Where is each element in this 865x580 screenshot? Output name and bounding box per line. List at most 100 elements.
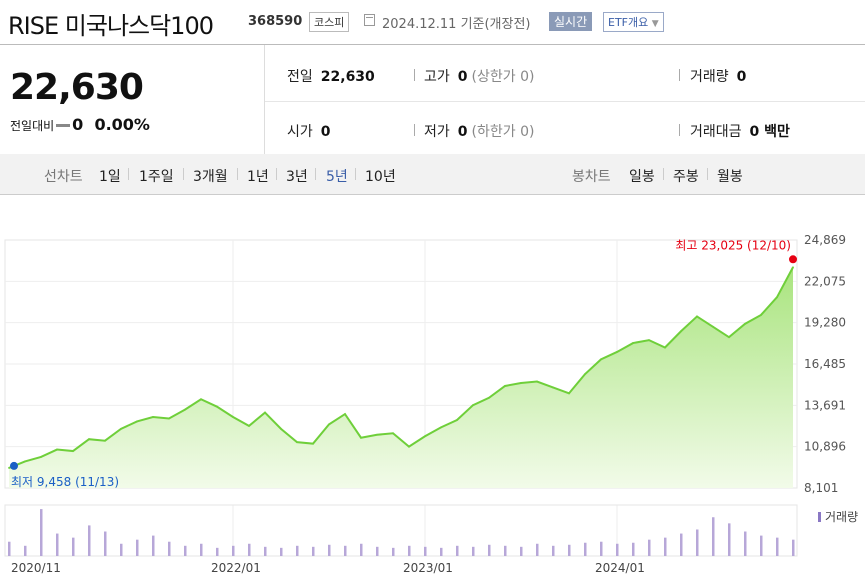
y-tick-label: 24,869 bbox=[804, 233, 846, 247]
calendar-icon bbox=[364, 14, 375, 26]
prev-close-label: 전일 bbox=[287, 69, 313, 85]
y-tick-label: 10,896 bbox=[804, 440, 846, 454]
volume-bar bbox=[168, 541, 171, 556]
volume-bar bbox=[520, 546, 523, 556]
volume-bar bbox=[200, 543, 203, 556]
volume-bar bbox=[712, 517, 715, 556]
x-tick-label: 2020/11 bbox=[11, 561, 61, 575]
data-point bbox=[344, 413, 346, 415]
volume-bar bbox=[696, 529, 699, 556]
divider bbox=[265, 101, 865, 102]
tab-monthly[interactable]: 월봉 bbox=[717, 169, 743, 185]
data-point bbox=[136, 420, 138, 423]
volume-bar bbox=[360, 543, 363, 556]
volume-bar bbox=[680, 533, 683, 556]
max-label: 최고 23,025 (12/10) bbox=[675, 238, 791, 252]
data-point bbox=[568, 392, 570, 395]
data-point bbox=[744, 322, 746, 325]
data-point bbox=[40, 456, 42, 458]
candle-chart-label: 봉차트 bbox=[572, 169, 611, 185]
volume-bar bbox=[312, 546, 315, 556]
volume-bar bbox=[744, 531, 747, 556]
divider bbox=[237, 168, 238, 180]
tab-5y[interactable]: 5년 bbox=[326, 169, 348, 185]
trade-amount: 거래대금 0 백만 bbox=[690, 121, 790, 141]
volume-bar bbox=[88, 525, 91, 556]
volume-bar bbox=[584, 542, 587, 556]
data-point bbox=[792, 266, 794, 269]
volume-bar bbox=[216, 547, 219, 556]
line-chart-label: 선차트 bbox=[44, 169, 83, 185]
market-badge: 코스피 bbox=[309, 12, 350, 32]
x-tick-label: 2022/01 bbox=[211, 561, 261, 575]
chart-period-tabs: 선차트 1일 1주일 3개월 1년 3년 5년 10년 봉차트 일봉 주봉 월봉 bbox=[0, 154, 865, 195]
divider bbox=[707, 168, 708, 180]
high-value: 0 bbox=[457, 69, 468, 85]
volume-legend: 거래량 bbox=[825, 510, 858, 524]
volume-bar bbox=[280, 547, 283, 556]
data-point bbox=[8, 467, 10, 469]
chevron-down-icon: ▼ bbox=[651, 19, 659, 29]
change-value: 0 bbox=[72, 115, 84, 134]
divider bbox=[414, 69, 415, 81]
volume-bar bbox=[232, 545, 235, 556]
volume-label: 거래량 bbox=[690, 69, 729, 85]
tab-3m[interactable]: 3개월 bbox=[193, 169, 228, 185]
volume-bar bbox=[72, 537, 75, 556]
low-price: 저가 0 (하한가 0) bbox=[424, 121, 534, 141]
volume-value: 0 bbox=[736, 69, 747, 85]
current-price: 22,630 bbox=[10, 67, 144, 108]
divider bbox=[414, 124, 415, 136]
data-point bbox=[664, 346, 666, 349]
tab-1y[interactable]: 1년 bbox=[247, 169, 269, 185]
data-point bbox=[312, 442, 314, 445]
volume-bar bbox=[56, 533, 59, 556]
data-point bbox=[120, 427, 122, 430]
tab-3y[interactable]: 3년 bbox=[286, 169, 308, 185]
volume-bar bbox=[296, 545, 299, 556]
prev-close: 전일 22,630 bbox=[287, 66, 375, 86]
price-area bbox=[9, 267, 793, 488]
volume-bar bbox=[24, 545, 27, 556]
tab-10y[interactable]: 10년 bbox=[365, 169, 396, 185]
data-point bbox=[552, 386, 554, 389]
data-point bbox=[104, 439, 106, 442]
volume-bar bbox=[8, 541, 11, 556]
data-point bbox=[712, 325, 714, 328]
volume-bar bbox=[664, 537, 667, 556]
tab-daily[interactable]: 일봉 bbox=[629, 169, 655, 185]
change-percent: 0.00% bbox=[94, 115, 150, 134]
volume-bar bbox=[728, 523, 731, 556]
tab-1w[interactable]: 1주일 bbox=[139, 169, 174, 185]
volume-bar bbox=[152, 535, 155, 556]
divider bbox=[355, 168, 356, 180]
x-tick-label: 2023/01 bbox=[403, 561, 453, 575]
tab-weekly[interactable]: 주봉 bbox=[673, 169, 699, 185]
y-tick-label: 13,691 bbox=[804, 398, 846, 412]
data-point bbox=[424, 435, 426, 438]
low-value: 0 bbox=[457, 124, 468, 140]
volume-bar bbox=[136, 539, 139, 556]
open-label: 시가 bbox=[287, 124, 313, 140]
volume-bar bbox=[392, 547, 395, 556]
unchanged-icon bbox=[56, 124, 71, 127]
high-label: 고가 bbox=[424, 69, 450, 85]
data-point bbox=[680, 330, 682, 333]
volume-bar bbox=[456, 545, 459, 556]
volume-bar bbox=[568, 544, 571, 556]
data-point bbox=[520, 382, 522, 384]
volume-bar bbox=[648, 539, 651, 556]
tab-1d[interactable]: 1일 bbox=[99, 169, 121, 185]
realtime-button[interactable]: 실시간 bbox=[549, 12, 593, 31]
data-point bbox=[392, 432, 394, 435]
volume-bar bbox=[792, 539, 795, 556]
price-change: 전일대비 0 0.00% bbox=[10, 115, 150, 134]
data-point bbox=[200, 398, 202, 401]
divider bbox=[183, 168, 184, 180]
divider bbox=[679, 69, 680, 81]
data-point bbox=[264, 411, 266, 414]
x-tick-label: 2024/01 bbox=[595, 561, 645, 575]
volume-bar bbox=[328, 544, 331, 556]
data-point bbox=[248, 424, 250, 427]
etf-overview-dropdown[interactable]: ETF개요 ▼ bbox=[603, 12, 664, 32]
